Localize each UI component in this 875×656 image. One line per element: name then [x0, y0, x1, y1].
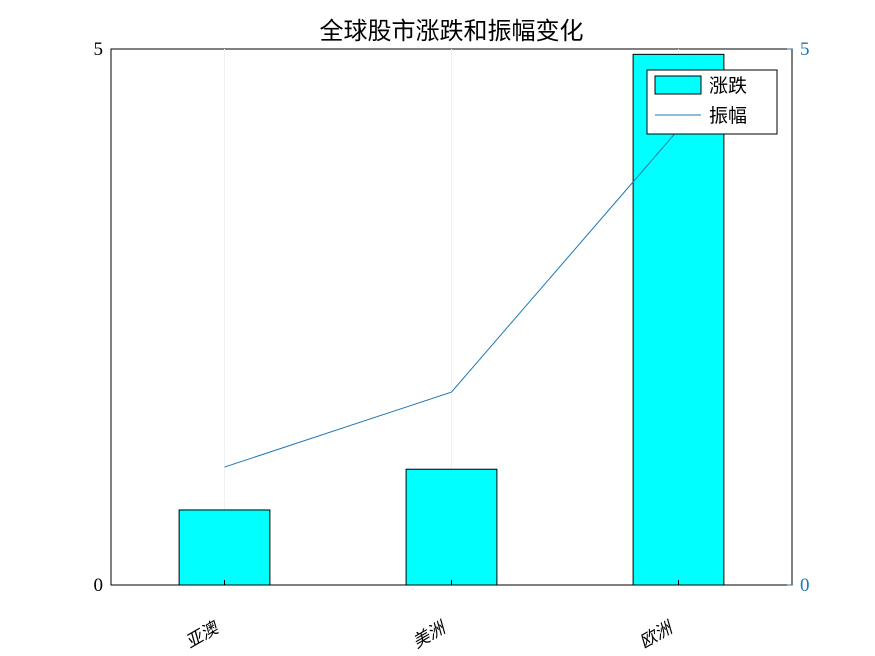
left-y-tick-label: 0: [94, 575, 104, 596]
bar: [179, 510, 270, 585]
right-y-tick-label: 5: [800, 39, 810, 60]
right-y-tick-label: 0: [800, 575, 810, 596]
legend-label-bar: 涨跌: [709, 75, 747, 97]
chart-title: 全球股市涨跌和振幅变化: [320, 18, 584, 45]
bar: [406, 469, 497, 585]
x-axis-labels: 亚澳 美洲 欧洲: [182, 617, 678, 652]
legend-swatch-bar: [655, 76, 701, 94]
x-axis-label: 欧洲: [636, 617, 678, 652]
legend: 涨跌 振幅: [647, 70, 777, 134]
legend-label-line: 振幅: [709, 105, 747, 127]
chart-svg: 0 5 0 5 亚澳 美洲 欧洲 全球股市涨跌和振幅变化 涨跌 振幅: [0, 0, 875, 656]
x-axis-label: 亚澳: [182, 618, 223, 652]
left-y-tick-label: 5: [94, 39, 104, 60]
chart-container: { "chart": { "type": "bar+line", "title"…: [0, 0, 875, 656]
x-axis-label: 美洲: [409, 617, 451, 652]
